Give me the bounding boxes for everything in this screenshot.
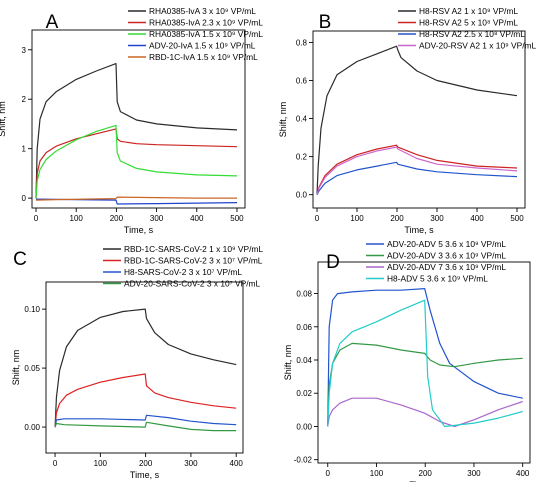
y-axis-label: Shift, nm: [278, 102, 288, 138]
legend-entry: RBD-1C-SARS-CoV-2 1 x 10⁹ VP/mL: [124, 244, 263, 254]
y-tick-label: 0.10: [24, 305, 40, 314]
x-tick-label: 200: [390, 214, 404, 223]
panel-letter: C: [13, 249, 27, 270]
x-axis-label: Time, s: [404, 225, 434, 235]
series-line-2: [35, 128, 238, 199]
x-tick-label: 0: [326, 469, 331, 478]
x-tick-label: 300: [150, 214, 164, 223]
y-tick-label: 0.05: [24, 364, 40, 373]
legend-entry: H8-RSV A2 1 x 10⁹ VP/mL: [419, 6, 518, 16]
y-tick-label: 0.00: [296, 422, 312, 431]
legend-entry: ADV-20-ADV 7 3.6 x 10⁹ VP/mL: [387, 262, 506, 272]
x-tick-label: 100: [370, 469, 384, 478]
series-line-1: [327, 288, 523, 427]
legend-entry: RHA0385-IvA 2.3 x 10⁹ VP/mL: [149, 18, 263, 28]
x-tick-label: 400: [470, 214, 484, 223]
panel-c: 0 100 200 300 400 0.00 0.05 0.10 Time, s Shift, n…: [11, 244, 263, 480]
panel-letter: A: [46, 12, 59, 33]
series-line-3: [316, 161, 518, 195]
y-tick-label: 3: [22, 46, 27, 55]
series-line-3: [35, 124, 238, 199]
series-line-2: [54, 373, 237, 428]
legend-entry: RBD-1C-IvA 1.5 x 10⁹ VP/mL: [149, 52, 258, 62]
x-tick-label: 0: [53, 459, 58, 468]
series-line-4: [54, 421, 237, 432]
x-tick-label: 500: [510, 214, 524, 223]
x-tick-label: 400: [190, 214, 204, 223]
panel-d: 0 100 200 300 400 -0.02 0.00 0.02 0.04 0.06 0.08 Ti…: [283, 239, 531, 482]
x-tick-label: 300: [184, 459, 198, 468]
plot-frame: [317, 261, 531, 464]
legend-entry: H8-RSV A2 5 x 10⁸ VP/mL: [419, 18, 518, 28]
legend-entry: ADV-20-SARS-CoV-2 3 x 10⁷ VP/mL: [124, 279, 260, 289]
y-tick-label: 0.02: [296, 389, 312, 398]
x-tick-label: 0: [34, 214, 39, 223]
x-tick-label: 0: [315, 214, 320, 223]
series-line-1: [54, 308, 237, 428]
x-tick-label: 500: [230, 214, 244, 223]
y-tick-label: 0.6: [296, 76, 308, 85]
panel-letter: B: [319, 12, 332, 33]
series-line-1: [316, 45, 518, 195]
x-tick-label: 200: [419, 469, 433, 478]
series-line-4: [316, 146, 518, 195]
legend-entry: RHA0385-IvA 1.5 x 10⁹ VP/mL: [149, 29, 263, 39]
y-tick-label: 1: [22, 145, 27, 154]
series-line-4: [327, 299, 523, 428]
series-line-1: [35, 62, 238, 199]
legend-entry: H8-ADV 5 3.6 x 10⁹ VP/mL: [387, 274, 488, 284]
y-tick-label: 0.04: [296, 356, 312, 365]
x-axis-label: Time, s: [130, 470, 160, 480]
x-tick-label: 200: [139, 459, 153, 468]
y-tick-label: 0.4: [296, 115, 308, 124]
y-tick-label: 0.06: [296, 323, 312, 332]
x-tick-label: 400: [516, 469, 530, 478]
legend-entry: RBD-1C-SARS-CoV-2 3 x 10⁷ VP/mL: [124, 256, 263, 266]
legend-entry: ADV-20-RSV A2 1 x 10⁹ VP/mL: [419, 41, 537, 51]
series-line-3: [327, 397, 523, 428]
x-axis-label: Time, s: [409, 480, 439, 482]
x-tick-label: 200: [110, 214, 124, 223]
x-tick-label: 100: [350, 214, 364, 223]
y-tick-label: 0.8: [296, 38, 308, 47]
x-tick-label: 300: [467, 469, 481, 478]
panel-a: 0 100 200 300 400 500 0 1 2 3 Time, s Shift, nm A RHA…: [0, 6, 263, 235]
y-tick-label: 0.2: [296, 153, 308, 162]
x-tick-label: 300: [430, 214, 444, 223]
legend-entry: RHA0385-IvA 3 x 10⁹ VP/mL: [149, 6, 256, 16]
legend-entry: ADV-20-ADV 5 3.6 x 10⁹ VP/mL: [387, 239, 506, 249]
legend-entry: ADV-20-IvA 1.5 x 10⁹ VP/mL: [149, 41, 256, 51]
x-tick-label: 400: [230, 459, 244, 468]
y-tick-label: 0.00: [24, 423, 40, 432]
y-tick-label: 0.0: [296, 191, 308, 200]
y-axis-label: Shift, nm: [283, 345, 293, 381]
panel-b: 0 100 200 300 400 500 0.0 0.2 0.4 0.6 0.8 Time, s Sh…: [278, 6, 537, 235]
plot-frame: [31, 29, 246, 209]
legend-entry: H8-SARS-CoV-2 3 x 10⁷ VP/mL: [124, 267, 242, 277]
legend-entry: H8-RSV A2 2.5 x 10⁸ VP/mL: [419, 29, 525, 39]
series-line-3: [54, 414, 237, 428]
x-tick-label: 100: [70, 214, 84, 223]
series-line-5: [35, 196, 237, 201]
y-tick-label: 0.08: [296, 290, 312, 299]
y-tick-label: 0: [22, 194, 27, 203]
y-tick-label: -0.02: [294, 456, 313, 465]
y-tick-label: 2: [22, 95, 27, 104]
y-axis-label: Shift, nm: [11, 350, 21, 386]
panel-letter: D: [326, 252, 340, 273]
series-line-2: [316, 144, 518, 195]
plot-frame: [312, 30, 526, 209]
y-axis-label: Shift, nm: [0, 101, 7, 137]
x-axis-label: Time, s: [124, 225, 154, 235]
plot-frame: [45, 281, 244, 454]
legend-entry: ADV-20-ADV 3 3.6 x 10⁹ VP/mL: [387, 251, 506, 261]
x-tick-label: 100: [94, 459, 108, 468]
